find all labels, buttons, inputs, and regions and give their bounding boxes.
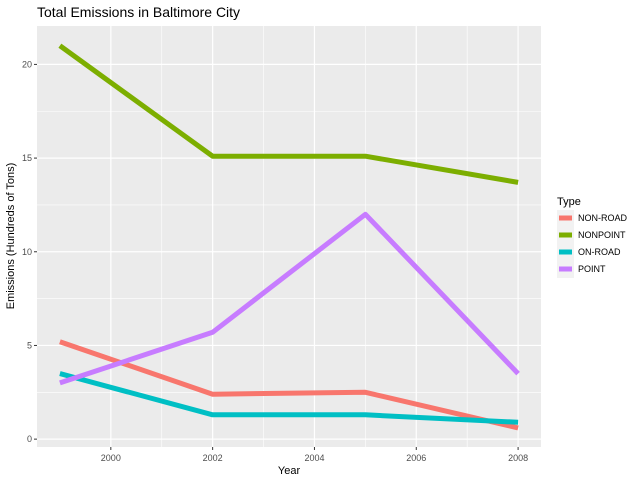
x-tick-label: 2004 — [304, 453, 324, 463]
legend-items: NON-ROAD NONPOINT ON-ROAD POINT — [557, 210, 627, 278]
series-line-point — [59, 211, 520, 386]
x-tick-label: 2000 — [101, 453, 121, 463]
series-line-on-road — [59, 371, 519, 425]
series-line-nonpoint — [58, 43, 519, 185]
series-line-non-road — [59, 339, 519, 431]
x-tick-label: 2008 — [508, 453, 528, 463]
series-lines — [58, 43, 520, 431]
y-tick-label: 5 — [27, 340, 32, 350]
y-tick-label: 20 — [22, 59, 32, 69]
legend-title: Type — [557, 196, 581, 208]
y-tick-label: 15 — [22, 153, 32, 163]
y-axis: 0 5 10 15 20 — [22, 59, 37, 444]
x-tick-label: 2002 — [203, 453, 223, 463]
legend-label-nonpoint: NONPOINT — [578, 230, 626, 240]
y-tick-label: 0 — [27, 434, 32, 444]
x-tick-label: 2006 — [406, 453, 426, 463]
legend-label-non-road: NON-ROAD — [578, 213, 627, 223]
legend-label-on-road: ON-ROAD — [578, 247, 621, 257]
legend: Type NON-ROAD NONPOINT ON-ROAD POINT — [557, 196, 627, 278]
plot-panel — [37, 26, 541, 447]
x-axis: 2000 2002 2004 2006 2008 — [101, 447, 528, 463]
chart-title: Total Emissions in Baltimore City — [37, 4, 240, 20]
y-tick-label: 10 — [22, 247, 32, 257]
y-axis-title: Emissions (Hundreds of Tons) — [5, 163, 17, 310]
legend-label-point: POINT — [578, 264, 606, 274]
x-axis-title: Year — [278, 465, 301, 477]
